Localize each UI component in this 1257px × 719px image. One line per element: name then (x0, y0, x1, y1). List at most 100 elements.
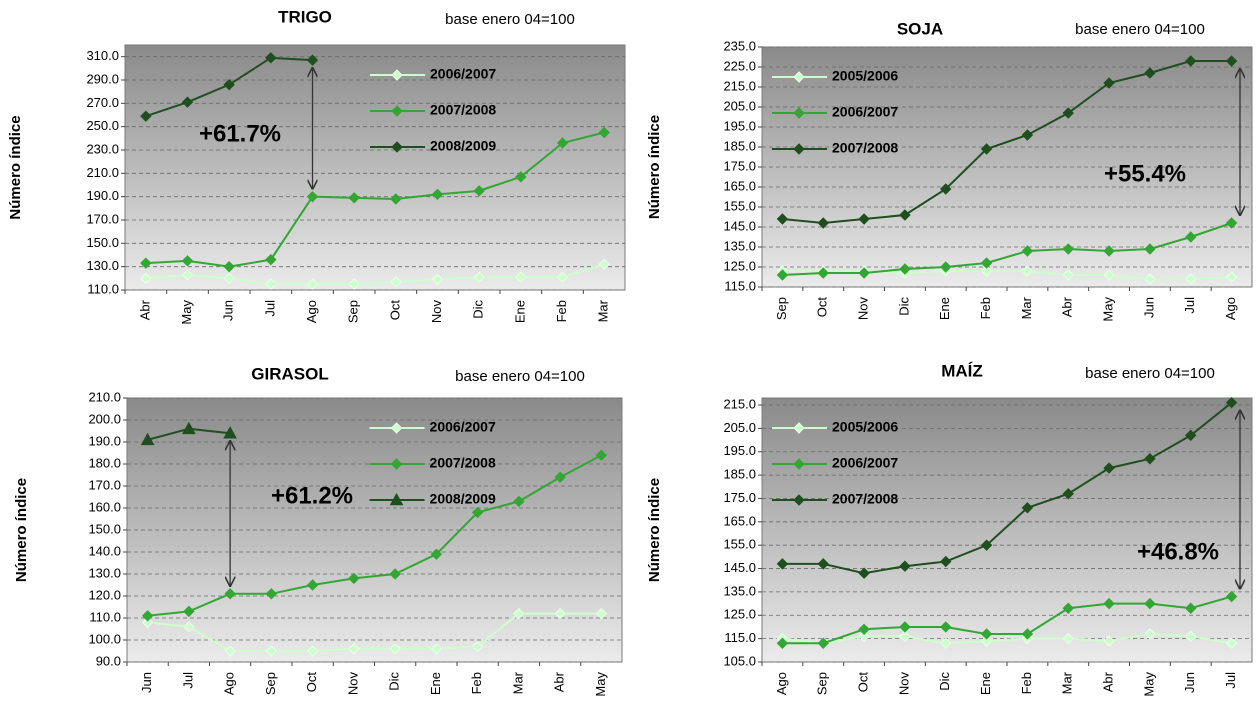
x-tick-label: Abr (1060, 296, 1075, 317)
x-tick-label: Jun (221, 300, 236, 321)
data-point (598, 258, 610, 271)
y-tick-label: 235.0 (723, 38, 756, 53)
legend-label: 2006/2007 (832, 455, 898, 471)
data-point (1021, 245, 1034, 257)
data-point (306, 278, 319, 290)
data-point (899, 621, 911, 633)
legend-label: 2005/2006 (832, 68, 898, 84)
subtitle: base enero 04=100 (1075, 21, 1205, 38)
y-tick-label: 185.0 (723, 138, 756, 153)
y-tick-label: 190.0 (88, 433, 121, 448)
data-point (1103, 597, 1115, 610)
x-tick-label: May (593, 672, 608, 697)
data-point (595, 607, 608, 620)
x-tick-label: Mar (1060, 671, 1075, 694)
data-point (1185, 602, 1197, 614)
data-point (1225, 396, 1238, 409)
chart-title: MAÍZ (941, 361, 983, 380)
legend-marker (793, 107, 805, 119)
data-point (390, 193, 402, 205)
y-tick-label: 145.0 (723, 560, 756, 575)
legend-marker (391, 105, 403, 117)
legend-label: 2008/2009 (430, 138, 496, 154)
data-point (980, 628, 993, 640)
data-point (899, 263, 911, 275)
y-tick-label: 225.0 (723, 58, 756, 73)
series-line (782, 632, 1232, 645)
x-tick-label: Jun (139, 672, 154, 693)
data-point (1185, 273, 1197, 285)
data-point (858, 267, 870, 279)
x-tick-label: Jun (1182, 672, 1197, 693)
legend-marker (391, 141, 403, 153)
data-point (554, 607, 566, 620)
y-tick-label: 170.0 (86, 211, 119, 226)
data-point (556, 271, 569, 283)
data-point (1185, 55, 1197, 67)
data-point (183, 621, 195, 633)
x-tick-label: Ago (1223, 297, 1238, 320)
y-tick-label: 130.0 (88, 565, 121, 580)
x-tick-label: Nov (896, 672, 911, 696)
x-tick-label: Dic (896, 297, 911, 316)
y-tick-label: 205.0 (723, 420, 756, 435)
data-point (776, 269, 789, 281)
y-tick-label: 165.0 (723, 513, 756, 528)
y-tick-label: 170.0 (88, 477, 121, 492)
data-point (858, 630, 870, 643)
data-point (515, 171, 527, 183)
x-tick-label: Mar (510, 671, 525, 694)
data-point (224, 588, 236, 600)
subtitle: base enero 04=100 (455, 368, 585, 385)
data-point (817, 217, 829, 229)
legend-label: 2008/2009 (430, 491, 496, 507)
legend-label: 2007/2008 (832, 491, 898, 507)
y-tick-label: 145.0 (723, 218, 756, 233)
x-tick-label: Jul (1223, 672, 1238, 689)
data-point (817, 558, 829, 570)
x-tick-label: Jul (262, 300, 277, 317)
data-point (899, 209, 911, 221)
data-point (1062, 488, 1074, 500)
legend-marker (390, 458, 403, 470)
plot-area (124, 44, 626, 291)
data-point (224, 645, 236, 657)
data-point (513, 607, 525, 620)
y-tick-label: 200.0 (88, 411, 121, 426)
data-point (858, 567, 870, 579)
y-axis-label: Número índice (646, 115, 663, 219)
data-point (1062, 243, 1074, 255)
legend-marker (391, 69, 403, 81)
data-point (899, 630, 911, 643)
legend-label: 2007/2008 (832, 140, 898, 156)
y-tick-label: 195.0 (723, 443, 756, 458)
x-tick-label: Abr (137, 299, 152, 320)
x-tick-label: Mar (1019, 296, 1034, 319)
data-point (265, 645, 278, 657)
x-tick-label: Ago (774, 672, 789, 695)
data-point (513, 495, 525, 508)
legend-marker (793, 143, 805, 155)
data-point (430, 643, 443, 655)
y-tick-label: 175.0 (723, 158, 756, 173)
data-point (1144, 597, 1156, 610)
data-point (265, 278, 277, 290)
x-tick-label: Sep (346, 300, 361, 323)
data-point (431, 273, 444, 286)
series-line (782, 401, 1233, 575)
x-tick-label: Jun (1141, 297, 1156, 318)
data-point (980, 265, 993, 277)
annotation: +61.7% (199, 120, 281, 147)
legend-marker (390, 422, 403, 434)
data-point (940, 637, 952, 650)
x-tick-label: Ago (304, 300, 319, 323)
y-tick-label: 270.0 (86, 95, 119, 110)
annotation: +55.4% (1104, 160, 1186, 187)
x-tick-label: Dic (387, 672, 402, 691)
data-point (1144, 67, 1156, 79)
legend-label: 2007/2008 (430, 102, 496, 118)
legend-marker (793, 422, 805, 434)
x-tick-label: Feb (978, 297, 993, 319)
data-point (595, 449, 608, 461)
